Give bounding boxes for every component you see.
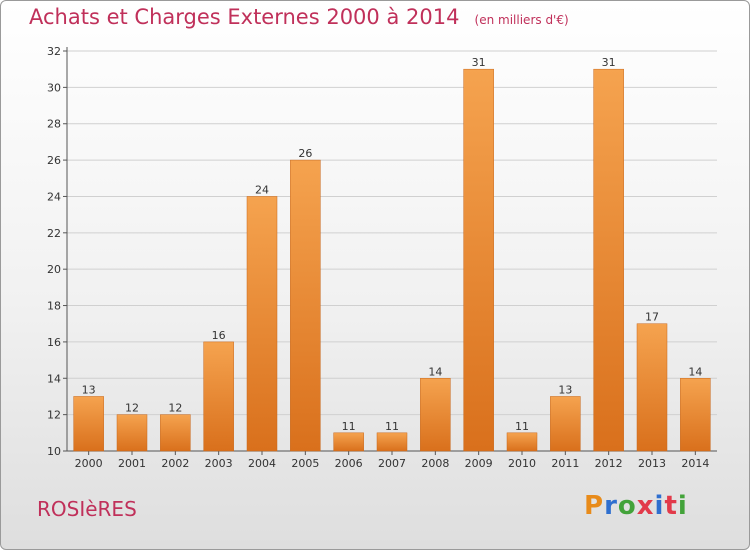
- x-tick-label-2012: 2012: [595, 457, 623, 470]
- x-tick-label-2010: 2010: [508, 457, 536, 470]
- y-tick-label: 14: [47, 372, 61, 385]
- data-label-2006: 11: [342, 420, 356, 433]
- y-tick-label: 32: [47, 45, 61, 58]
- x-tick-label-2014: 2014: [681, 457, 709, 470]
- bar-2009: [463, 68, 494, 452]
- logo-letter: i: [677, 491, 688, 521]
- y-tick-label: 20: [47, 263, 61, 276]
- logo-letter: t: [664, 491, 678, 521]
- bar-2008: [420, 378, 451, 452]
- data-label-2009: 31: [472, 56, 486, 69]
- x-tick-label-2005: 2005: [291, 457, 319, 470]
- chart-unit: (en milliers d'€): [474, 13, 569, 27]
- x-tick-label-2013: 2013: [638, 457, 666, 470]
- data-label-2004: 24: [255, 183, 269, 196]
- x-tick-label-2008: 2008: [421, 457, 449, 470]
- bar-2002: [160, 414, 191, 452]
- data-label-2014: 14: [688, 365, 702, 378]
- data-label-2008: 14: [428, 365, 442, 378]
- logo-letter: x: [636, 491, 655, 521]
- bar-2001: [116, 414, 148, 452]
- commune-name: ROSIèRES: [37, 497, 137, 521]
- data-label-2002: 12: [168, 402, 182, 415]
- x-tick-label-2002: 2002: [161, 457, 189, 470]
- x-tick-label-2000: 2000: [75, 457, 103, 470]
- y-tick-label: 26: [47, 154, 61, 167]
- bar-2005: [290, 159, 321, 452]
- x-tick-label-2003: 2003: [205, 457, 233, 470]
- y-tick-label: 16: [47, 336, 61, 349]
- y-tick-label: 18: [47, 300, 61, 313]
- chart-title: Achats et Charges Externes 2000 à 2014: [29, 5, 460, 29]
- data-label-2013: 17: [645, 311, 659, 324]
- bar-2004: [246, 196, 278, 452]
- y-tick-label: 30: [47, 81, 61, 94]
- x-tick-label-2009: 2009: [465, 457, 493, 470]
- data-label-2011: 13: [558, 383, 572, 396]
- bar-2007: [376, 432, 408, 452]
- data-label-2003: 16: [212, 329, 226, 342]
- data-label-2000: 13: [82, 383, 96, 396]
- bar-2013: [636, 323, 668, 452]
- bar-2003: [203, 341, 234, 452]
- bar-2006: [333, 432, 364, 452]
- x-tick-label-2007: 2007: [378, 457, 406, 470]
- proxiti-logo: Proxiti: [584, 491, 688, 521]
- x-tick-label-2001: 2001: [118, 457, 146, 470]
- logo-letter: r: [604, 491, 618, 521]
- data-label-2005: 26: [298, 147, 312, 160]
- logo-letter: i: [654, 491, 665, 521]
- logo-letter: o: [617, 491, 637, 521]
- bar-2011: [550, 396, 581, 452]
- chart-header: Achats et Charges Externes 2000 à 2014 (…: [29, 5, 569, 29]
- bar-2012: [593, 68, 624, 452]
- x-tick-label-2006: 2006: [335, 457, 363, 470]
- x-tick-label-2011: 2011: [551, 457, 579, 470]
- data-label-2001: 12: [125, 402, 139, 415]
- y-tick-label: 22: [47, 227, 61, 240]
- bar-2014: [680, 378, 711, 452]
- logo-letter: P: [584, 491, 605, 521]
- bar-2010: [506, 432, 538, 452]
- data-label-2010: 11: [515, 420, 529, 433]
- y-tick-label: 10: [47, 445, 61, 458]
- bars: [73, 68, 711, 452]
- bar-2000: [73, 396, 104, 452]
- labels: 10 12 14 16 18 20 22 24 26 28 30 32 13 2000 12 2001 12 20…: [47, 45, 709, 470]
- y-tick-label: 12: [47, 409, 61, 422]
- data-label-2007: 11: [385, 420, 399, 433]
- y-tick-label: 24: [47, 190, 61, 203]
- data-label-2012: 31: [602, 56, 616, 69]
- y-tick-label: 28: [47, 118, 61, 131]
- x-tick-label-2004: 2004: [248, 457, 276, 470]
